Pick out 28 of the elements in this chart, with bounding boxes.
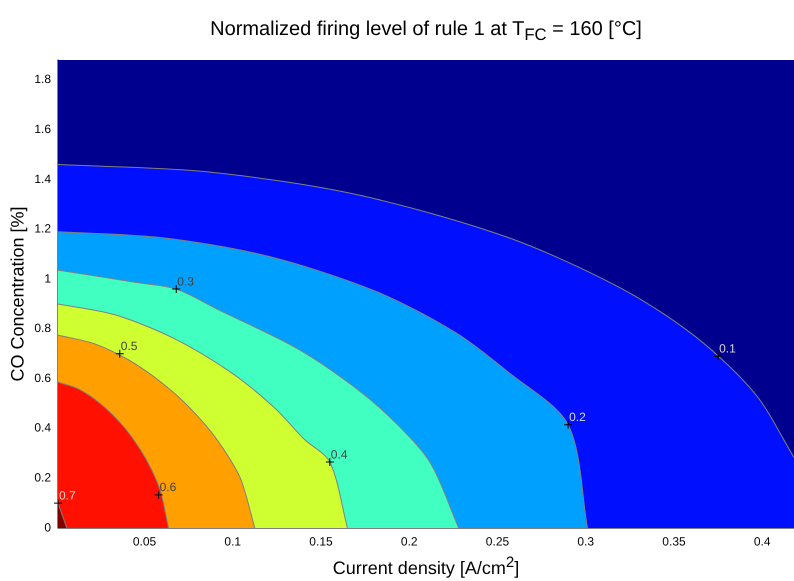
y-tick-label: 0	[44, 520, 52, 534]
annotation: 0.4	[330, 447, 348, 462]
y-tick-label: 1.8	[34, 72, 52, 86]
y-tick-label: 1.2	[34, 222, 52, 236]
x-axis-title: Current density [A/cm$^{2}$]	[332, 554, 520, 579]
x-tick-label: 0.05	[132, 534, 156, 549]
annotation: 0.6	[160, 480, 177, 494]
x-tick-label: 0.4	[754, 534, 771, 549]
x-tick-label: 0.2	[400, 534, 418, 549]
x-tick-label: 0.15	[309, 534, 333, 549]
y-tick-label: 0.6	[34, 370, 52, 385]
chart-title: Normalized firing level of rule 1 at T$_{FC}$ = 160 [°C]	[209, 18, 643, 45]
annotation: 0.2	[569, 410, 586, 424]
y-tick-label: 1.6	[34, 122, 52, 136]
x-tick-label: 0.35	[662, 534, 686, 549]
annotation: 0.1	[719, 342, 736, 356]
annotation: 0.3	[177, 274, 194, 288]
annotation: 0.5	[120, 339, 138, 354]
y-tick-label: 1.4	[34, 172, 52, 186]
y-tick-label: 0.8	[34, 321, 52, 336]
y-tick-label: 0.2	[34, 470, 52, 485]
y-tick-label: 1	[44, 271, 52, 286]
y-tick-label: 0.4	[34, 420, 52, 435]
y-axis-title: CO Concentration [%]	[8, 206, 28, 382]
annotation: 0.7	[59, 488, 76, 502]
x-tick-label: 0.1	[224, 534, 242, 549]
x-tick-label: 0.3	[577, 534, 594, 549]
x-tick-label: 0.25	[486, 534, 510, 549]
